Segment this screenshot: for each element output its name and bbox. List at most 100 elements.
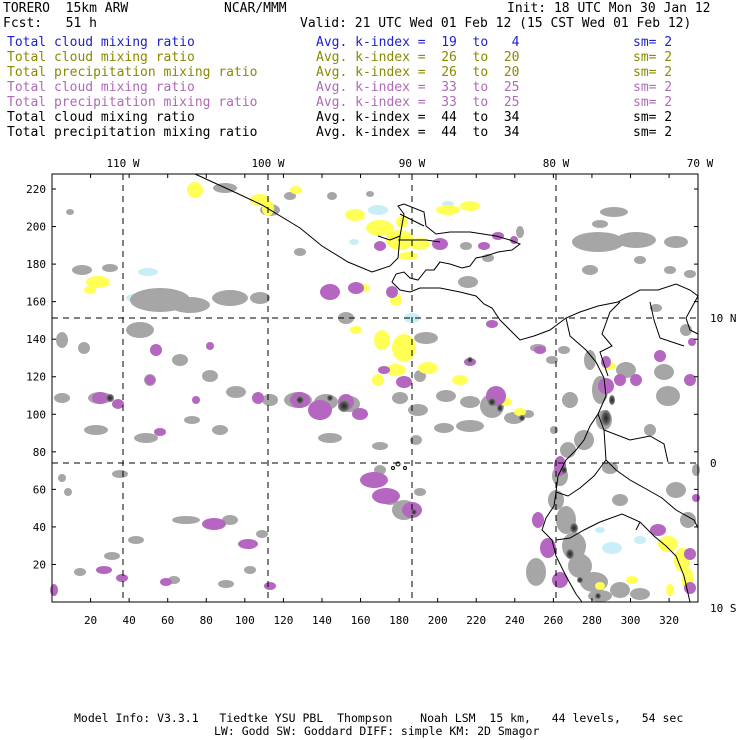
precip-heavy-area [432, 238, 448, 250]
convective-core [338, 400, 350, 412]
precip-area [350, 326, 362, 334]
cloud-area [72, 265, 92, 275]
cloud-area [664, 266, 676, 274]
precip-heavy-area [396, 376, 412, 388]
precip-area [626, 576, 638, 584]
convective-core [570, 523, 578, 533]
cloud-area [610, 582, 630, 598]
legend-field: Total cloud mixing ratio [7, 35, 195, 50]
cloud-area [526, 558, 546, 586]
cloud-area [294, 248, 306, 256]
cloud-area [616, 362, 636, 378]
y-tick-label: 40 [33, 521, 46, 534]
precip-heavy-area [372, 488, 400, 504]
precip-heavy-area [206, 342, 214, 350]
cloud-area [550, 426, 558, 434]
model-name: TORERO 15km ARW [3, 1, 129, 16]
precip-heavy-area [320, 284, 340, 300]
precip-heavy-area [50, 584, 58, 596]
precip-heavy-area [386, 286, 398, 298]
longitude-label: 90 W [399, 157, 426, 170]
cloud-area [572, 232, 624, 252]
y-tick-label: 120 [26, 371, 46, 384]
x-tick-label: 20 [84, 614, 97, 627]
legend-index: Avg. k-index = 44 to 34 [316, 110, 520, 125]
x-tick-label: 100 [235, 614, 255, 627]
cloud-area [58, 474, 66, 482]
cloud-area [434, 423, 454, 433]
precip-heavy-area [492, 232, 504, 240]
latitude-label: 10 S [710, 602, 737, 615]
cloud-area [684, 270, 696, 278]
precip-heavy-area [684, 548, 696, 560]
precip-heavy-area [264, 582, 276, 590]
x-tick-label: 140 [312, 614, 332, 627]
precip-fields [50, 182, 700, 602]
precip-heavy-area [688, 338, 696, 346]
legend-sm: sm= 2 [633, 80, 673, 95]
cloud-area [212, 425, 228, 435]
precip-heavy-area [684, 374, 696, 386]
cloud-area [644, 424, 656, 436]
legend-field: Total cloud mixing ratio [7, 80, 195, 95]
precip-heavy-area [145, 375, 155, 385]
cloud-area [414, 332, 438, 344]
cloud-area [558, 346, 570, 354]
cloud-area [568, 554, 592, 578]
precip-heavy-area [308, 400, 332, 420]
cloud-area [666, 482, 686, 498]
cloud-area [212, 290, 248, 306]
precip-heavy-area [654, 350, 666, 362]
map-frame [51, 173, 699, 603]
legend-field: Total precipitation mixing ratio [7, 95, 258, 110]
cloud-area [516, 226, 524, 238]
y-tick-label: 100 [26, 408, 46, 421]
precip-area [514, 408, 526, 416]
x-tick-label: 320 [659, 614, 679, 627]
precip-heavy-area [160, 578, 172, 586]
precip-heavy-area [614, 374, 626, 386]
precip-heavy-area [112, 399, 124, 409]
precip-heavy-area [378, 366, 390, 374]
precip-heavy-area [374, 241, 386, 251]
cloud-area [78, 342, 90, 354]
precip-heavy-area [598, 378, 614, 394]
precip-area [658, 536, 678, 552]
cloud-area [222, 515, 238, 525]
precip-heavy-area [534, 346, 546, 354]
x-tick-label: 120 [273, 614, 293, 627]
cloud-area [580, 572, 608, 592]
cloud-area [262, 394, 278, 406]
cloud-ice-area [138, 268, 158, 276]
cloud-area [126, 322, 154, 338]
y-tick-label: 220 [26, 183, 46, 196]
cloud-area [250, 292, 270, 304]
precip-heavy-area [192, 396, 200, 404]
cloud-area [656, 386, 680, 406]
x-tick-label: 80 [200, 614, 213, 627]
cloud-area [102, 264, 118, 272]
precip-area [452, 375, 468, 385]
precip-heavy-area [202, 518, 226, 530]
cloud-area [630, 588, 650, 600]
convective-core [296, 396, 304, 404]
y-tick-label: 20 [33, 558, 46, 571]
precip-area [392, 334, 416, 362]
cloud-area [244, 566, 256, 574]
precip-heavy-area [150, 344, 162, 356]
legend-sm: sm= 2 [633, 35, 673, 50]
cloud-ice-area [368, 205, 388, 215]
y-tick-label: 80 [33, 446, 46, 459]
precip-area [398, 252, 418, 260]
precip-area [86, 276, 110, 288]
cloud-area [436, 390, 456, 402]
cloud-area [548, 490, 564, 510]
cloud-area [184, 416, 200, 424]
precip-area [386, 364, 406, 376]
cloud-area [128, 536, 144, 544]
x-tick-label: 280 [582, 614, 602, 627]
convective-core [595, 593, 601, 599]
legend-sm: sm= 2 [633, 125, 673, 140]
cloud-area [318, 433, 342, 443]
x-tick-label: 180 [389, 614, 409, 627]
